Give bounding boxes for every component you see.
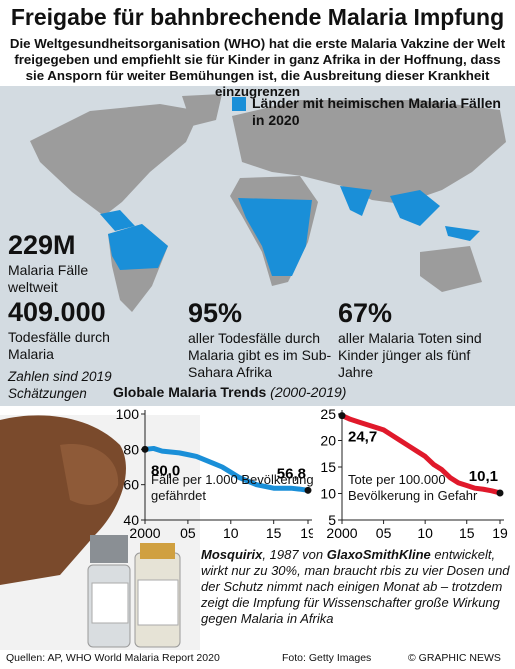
note: Zahlen sind 2019 Schätzungen <box>8 369 112 401</box>
y-tick-label: 100 <box>116 406 140 422</box>
caption-bold: GlaxoSmithKline <box>326 547 431 562</box>
x-tick-label: 19 <box>300 525 313 541</box>
y-tick-label: 80 <box>123 441 139 457</box>
value-label: 24,7 <box>348 429 377 446</box>
y-tick-label: 60 <box>123 477 139 493</box>
world-map <box>0 86 515 406</box>
chart-label: Fälle per 1.000 Bevölkerung gefährdet <box>151 472 314 503</box>
footer-photo: Foto: Getty Images <box>282 652 372 664</box>
legend-swatch <box>232 97 246 111</box>
x-tick-label: 10 <box>417 525 433 541</box>
y-tick-label: 10 <box>320 486 336 502</box>
line-chart: 40 60 80 100 2000 05 10 15 19 80,0 56,8 <box>116 406 313 541</box>
end-point <box>496 489 504 497</box>
footer-sources: Quellen: AP, WHO World Malaria Report 20… <box>6 652 220 664</box>
end-point <box>141 445 149 453</box>
footer-credit: © GRAPHIC NEWS <box>408 652 501 664</box>
subtitle: Die Weltgesundheitsorganisation (WHO) ha… <box>9 36 506 99</box>
stat-value: 95% <box>188 298 243 328</box>
caption: Mosquirix, 1987 von GlaxoSmithKline entw… <box>201 547 511 627</box>
x-tick-label: 05 <box>376 525 392 541</box>
y-tick-label: 25 <box>320 406 336 422</box>
photo <box>0 415 200 650</box>
stat-text: Todesfälle durch Malaria <box>8 329 110 362</box>
chart-label: Tote per 100.000 Bevölkerung in Gefahr <box>348 472 478 503</box>
x-tick-label: 15 <box>459 525 475 541</box>
end-point <box>304 486 312 494</box>
y-tick-label: 20 <box>320 433 336 449</box>
caption-bold: Mosquirix <box>201 547 263 562</box>
stat-value: 67% <box>338 298 393 328</box>
x-tick-label: 19 <box>492 525 508 541</box>
end-point <box>338 412 346 420</box>
x-tick-label: 2000 <box>326 525 357 541</box>
data-line <box>340 413 501 496</box>
x-tick-label: 10 <box>223 525 239 541</box>
y-tick-label: 5 <box>328 512 336 528</box>
value-label: 80,0 <box>151 462 180 479</box>
chart-heading: Globale Malaria Trends (2000-2019) <box>113 384 513 400</box>
y-tick-label: 15 <box>320 459 336 475</box>
value-label: 56,8 <box>277 465 306 482</box>
line-chart: 5 10 15 20 25 2000 05 10 15 19 24,7 10,1 <box>320 406 508 541</box>
x-tick-label: 15 <box>266 525 282 541</box>
x-tick-label: 2000 <box>129 525 160 541</box>
stat-text: Malaria Fälle weltweit <box>8 262 89 295</box>
chart-heading-period: (2000-2019) <box>270 384 347 400</box>
stat-value: 409.000 <box>8 297 106 327</box>
y-tick-label: 40 <box>123 512 139 528</box>
value-label: 10,1 <box>469 468 498 485</box>
chart-heading-title: Globale Malaria Trends <box>113 384 267 400</box>
stat-text: aller Todesfälle durch Malaria gibt es i… <box>188 330 332 380</box>
stat-text: aller Malaria Toten sind Kinder jünger a… <box>338 330 482 380</box>
title: Freigabe für bahnbrechende Malaria Impfu… <box>10 4 505 30</box>
caption-text: entwickelt, wirkt nur zu 30%, man brauch… <box>201 547 510 626</box>
caption-text: , 1987 von <box>262 547 327 562</box>
x-tick-label: 05 <box>180 525 196 541</box>
stat-value: 229M <box>8 230 76 260</box>
legend-text: Länder mit heimischen Malaria Fällen in … <box>252 95 501 128</box>
data-line <box>144 445 309 493</box>
